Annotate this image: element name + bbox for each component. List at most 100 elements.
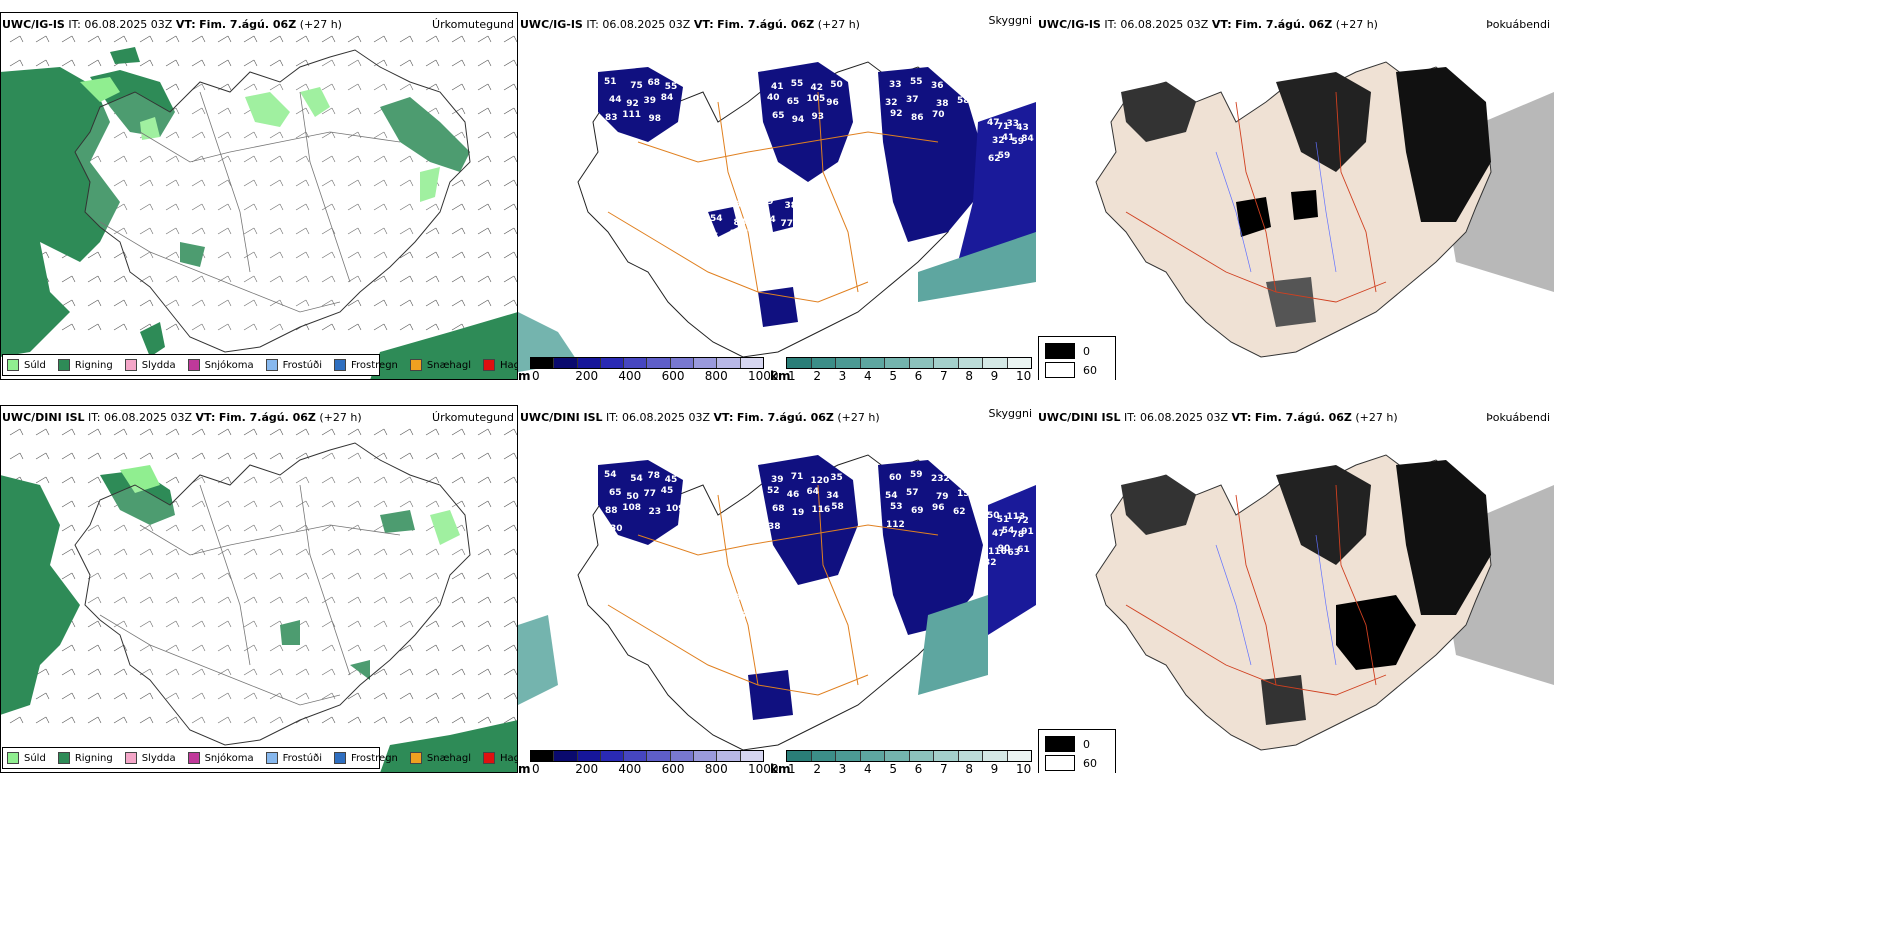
rain-area-west <box>0 475 80 715</box>
legend-color-cell <box>885 358 910 368</box>
cloud-base-label: 83 <box>605 113 618 123</box>
cloud-map-top: 51 41 33 47 65 75 55 55 71 66 68 42 36 33 49 55 50 47 43 38… <box>518 61 1036 372</box>
wind-barb <box>295 59 310 67</box>
wind-barb <box>139 179 154 187</box>
cloud-base-label: 77 <box>781 219 794 229</box>
rain-area-e <box>380 97 470 172</box>
legend-tick: 8 <box>965 762 973 773</box>
wind-barb <box>425 35 440 43</box>
wind-barb <box>347 251 362 259</box>
wind-barb <box>191 131 206 139</box>
cloud-base-label: 44 <box>609 95 622 105</box>
low-cloud-e-sea <box>958 102 1036 272</box>
wind-barb <box>451 692 466 700</box>
legend-label: Snæhagl <box>426 752 472 764</box>
legend-color-cell <box>670 751 695 761</box>
wind-barb <box>269 203 284 211</box>
wind-barb <box>87 716 102 724</box>
wind-barb <box>165 644 180 652</box>
low-cloud-ne <box>878 460 983 635</box>
legend-unit: m <box>518 762 531 773</box>
wind-barb <box>165 716 180 724</box>
wind-barb <box>191 203 206 211</box>
wind-barb <box>295 524 310 532</box>
wind-barb <box>217 299 232 307</box>
wind-barb <box>451 275 466 283</box>
wind-barb <box>61 275 76 283</box>
cloud-base-label: 86 <box>911 113 924 123</box>
legend-tick: 0 <box>532 762 540 773</box>
wind-barb <box>503 620 518 628</box>
cloud-base-label: 38 <box>768 522 781 532</box>
wind-barb <box>35 428 50 436</box>
cloud-base-label: 57 <box>906 488 919 498</box>
cloud-base-label: 62 <box>953 507 966 517</box>
wind-barb <box>321 452 336 460</box>
wind-barb <box>295 35 310 43</box>
wind-barb <box>321 131 336 139</box>
wind-barb <box>191 107 206 115</box>
wind-barb <box>425 83 440 91</box>
wind-barb <box>321 275 336 283</box>
wind-barb <box>503 452 518 460</box>
wind-barb <box>217 596 232 604</box>
wind-barb <box>503 251 518 259</box>
legend-label: Snjókoma <box>204 359 254 371</box>
wind-barb <box>399 155 414 163</box>
wind-barb <box>243 275 258 283</box>
wind-barb <box>425 227 440 235</box>
field-name-fog-bottom: Þokuábendi <box>1486 411 1550 424</box>
wind-barb <box>217 620 232 628</box>
legend-tick: 400 <box>618 369 642 380</box>
cloud-base-label: 33 <box>889 80 902 90</box>
wind-barb <box>503 572 518 580</box>
wind-barb <box>295 275 310 283</box>
cloud-base-label: 63 <box>1008 548 1021 558</box>
wind-barb <box>399 572 414 580</box>
legend-color-cell <box>717 751 741 761</box>
legend-item: Slydda <box>124 752 176 764</box>
wind-barb <box>451 572 466 580</box>
wind-barb <box>451 644 466 652</box>
cloud-base-label: 158 <box>957 489 976 499</box>
wind-barb <box>165 620 180 628</box>
wind-barb <box>399 59 414 67</box>
fog-legend-swatch <box>1045 755 1075 771</box>
wind-barb <box>269 476 284 484</box>
legend-label: Rigning <box>74 359 113 371</box>
wind-barb <box>451 203 466 211</box>
fog-panel-bottom: UWC/DINI ISL IT: 06.08.2025 03Z VT: Fim.… <box>1036 405 1554 773</box>
legend-label: Snjókoma <box>204 752 254 764</box>
legend-label: Frostúði <box>282 359 322 371</box>
cloud-base-label: 34 <box>826 491 839 501</box>
field-name-cloud-top: Skyggni <box>988 14 1032 27</box>
fog-n <box>1276 72 1371 172</box>
wind-barb <box>477 107 492 115</box>
wind-barb <box>295 596 310 604</box>
legend-unit: km <box>770 369 791 380</box>
wind-barb <box>191 500 206 508</box>
wind-barb <box>425 476 440 484</box>
cloud-base-label: 50 <box>830 80 843 90</box>
wind-barb <box>347 59 362 67</box>
wind-barb <box>139 716 154 724</box>
wind-barb <box>321 716 336 724</box>
wind-barb <box>243 131 258 139</box>
low-cloud-ne <box>878 67 983 242</box>
legend-colorbar <box>530 357 764 369</box>
legend-swatch <box>57 752 70 764</box>
wind-barb <box>113 572 128 580</box>
legend-swatch <box>265 359 278 371</box>
wind-barb <box>165 275 180 283</box>
legend-label: Súld <box>24 752 46 764</box>
wind-barb <box>373 548 388 556</box>
legend-color-cell <box>577 751 601 761</box>
cloud-base-label: 77 <box>644 489 657 499</box>
wind-barb <box>451 476 466 484</box>
cloud-base-label: 69 <box>911 506 924 516</box>
wind-barb <box>165 428 180 436</box>
legend-tick: 4 <box>864 762 872 773</box>
wind-barb <box>191 179 206 187</box>
wind-barb <box>399 179 414 187</box>
low-cloud-n <box>758 62 853 182</box>
